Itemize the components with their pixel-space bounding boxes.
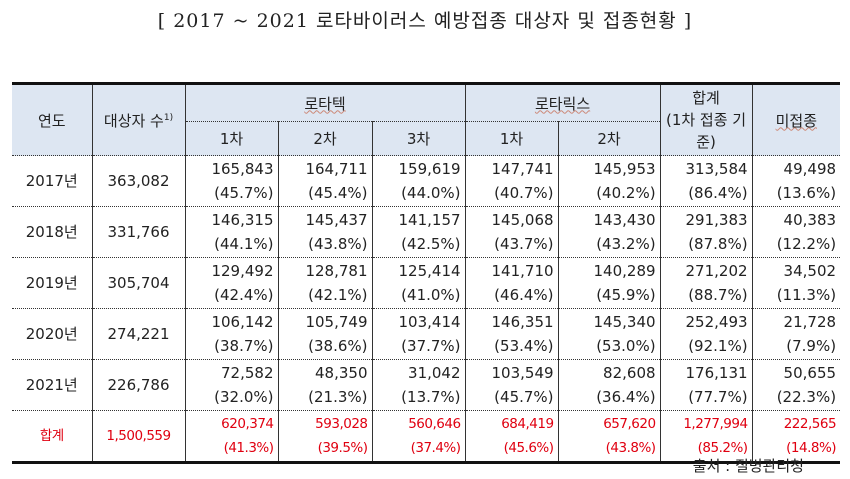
target-cell: 363,082 [91,155,186,207]
header-target: 대상자 수1) [91,83,186,156]
value-cell: 146,351 (53.4%) [464,308,559,360]
value-cell: 657,620 (43.8%) [557,410,661,463]
header-dose: 2차 [557,121,661,156]
value-cell: 140,289 (45.9%) [557,257,661,309]
target-cell: 331,766 [91,206,186,258]
table-row: 2019년 305,704 129,492 (42.4%) 128,781 (42.1%)… [12,257,841,309]
value-cell: 252,493 (92.1%) [659,308,753,360]
value-cell: 129,492 (42.4%) [184,257,279,309]
header-dose: 2차 [277,121,373,156]
value-cell: 128,781 (42.1%) [277,257,373,309]
value-cell: 72,582 (32.0%) [184,359,279,411]
value-cell: 103,549 (45.7%) [464,359,559,411]
target-cell: 305,704 [91,257,186,309]
value-cell: 560,646 (37.4%) [371,410,466,463]
value-cell: 620,374 (41.3%) [184,410,279,463]
target-cell: 226,786 [91,359,186,411]
target-cell: 274,221 [91,308,186,360]
value-cell: 49,498 (13.6%) [751,155,841,207]
value-cell: 105,749 (38.6%) [277,308,373,360]
value-cell: 147,741 (40.7%) [464,155,559,207]
value-cell: 145,340 (53.0%) [557,308,661,360]
value-cell: 34,502 (11.3%) [751,257,841,309]
header-dose: 1차 [185,121,279,156]
header-dose: 3차 [371,121,466,156]
value-cell: 145,437 (43.8%) [277,206,373,258]
year-cell: 2019년 [12,257,93,309]
value-cell: 1,277,994 (85.2%) [659,410,753,463]
value-cell: 48,350 (21.3%) [277,359,373,411]
source-note: 출처 : 질병관리청 [692,457,804,475]
value-cell: 141,157 (42.5%) [371,206,466,258]
value-cell: 125,414 (41.0%) [371,257,466,309]
header-year: 연도 [12,83,93,156]
value-cell: 222,565 (14.8%) [751,410,841,463]
year-cell: 합계 [12,410,93,463]
value-cell: 313,584 (86.4%) [659,155,753,207]
value-cell: 143,430 (43.2%) [557,206,661,258]
value-cell: 145,953 (40.2%) [557,155,661,207]
value-cell: 145,068 (43.7%) [464,206,559,258]
value-cell: 50,655 (22.3%) [751,359,841,411]
table-row: 2020년 274,221 106,142 (38.7%) 105,749 (38.6%)… [12,308,841,360]
value-cell: 141,710 (46.4%) [464,257,559,309]
value-cell: 31,042 (13.7%) [371,359,466,411]
year-cell: 2020년 [12,308,93,360]
value-cell: 684,419 (45.6%) [464,410,559,463]
value-cell: 106,142 (38.7%) [184,308,279,360]
year-cell: 2017년 [12,155,93,207]
year-cell: 2018년 [12,206,93,258]
table-row: 2018년 331,766 146,315 (44.1%) 145,437 (43.8%)… [12,206,841,258]
vaccination-table: 연도 대상자 수1) 로타텍 로타릭스 합계 (1차 접종 기준) 미접종 1차 … [12,82,841,464]
value-cell: 271,202 (88.7%) [659,257,753,309]
table-title: [ 2017 ~ 2021 로타바이러스 예방접종 대상자 및 접종현황 ] [157,10,693,32]
value-cell: 103,414 (37.7%) [371,308,466,360]
header-rotateq: 로타텍 [184,83,466,122]
value-cell: 146,315 (44.1%) [184,206,279,258]
header-dose: 1차 [464,121,559,156]
target-cell: 1,500,559 [91,410,186,463]
header-unvaccinated: 미접종 [751,83,841,156]
value-cell: 164,711 (45.4%) [277,155,373,207]
value-cell: 82,608 (36.4%) [557,359,661,411]
value-cell: 291,383 (87.8%) [659,206,753,258]
table-row: 합계 1,500,559 620,374 (41.3%) 593,028 (39.5%) 5… [12,410,841,463]
table-row: 2017년 363,082 165,843 (45.7%) 164,711 (45.4%)… [12,155,841,207]
value-cell: 40,383 (12.2%) [751,206,841,258]
table-row: 2021년 226,786 72,582 (32.0%) 48,350 (21.3%) 31… [12,359,841,411]
value-cell: 176,131 (77.7%) [659,359,753,411]
header-total: 합계 (1차 접종 기준) [659,83,753,156]
value-cell: 165,843 (45.7%) [184,155,279,207]
header-rotarix: 로타릭스 [464,83,661,122]
value-cell: 593,028 (39.5%) [277,410,373,463]
year-cell: 2021년 [12,359,93,411]
value-cell: 159,619 (44.0%) [371,155,466,207]
value-cell: 21,728 (7.9%) [751,308,841,360]
